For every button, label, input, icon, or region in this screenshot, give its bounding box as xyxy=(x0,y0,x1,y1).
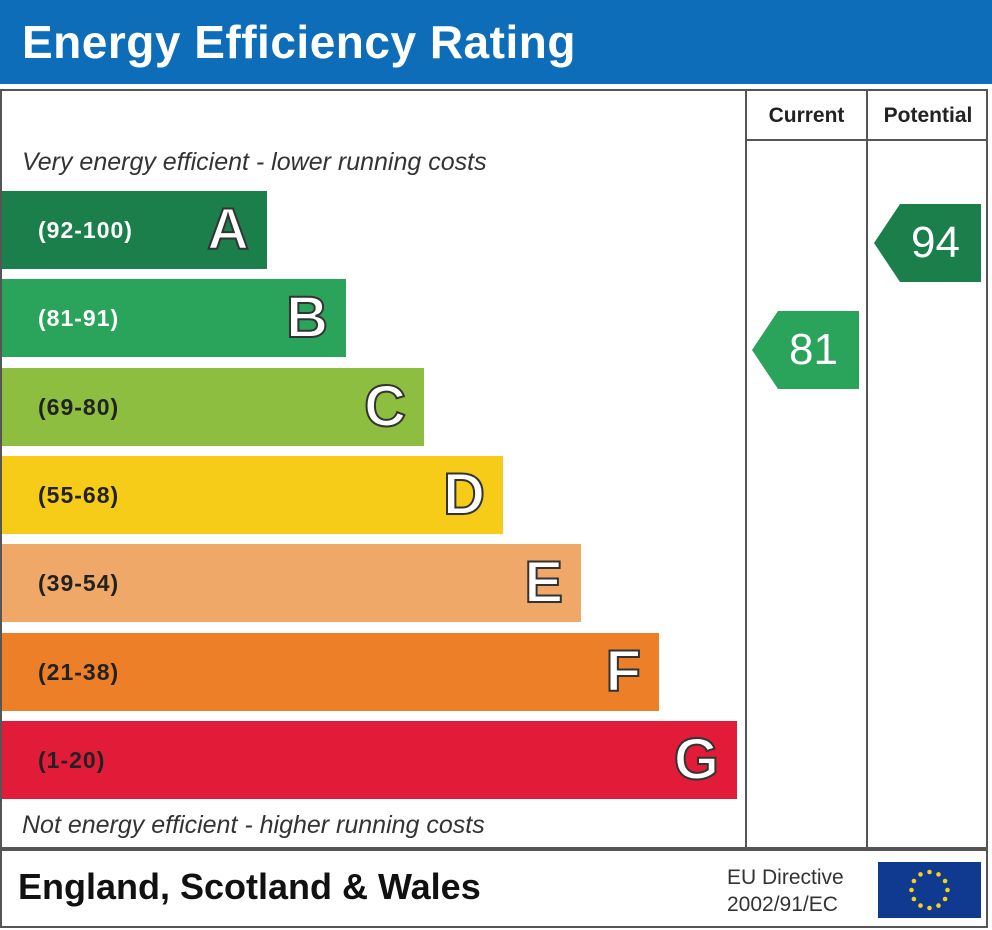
rating-frame xyxy=(0,89,988,849)
band-letter: B xyxy=(285,284,329,351)
current-rating-arrow: 81 xyxy=(752,311,859,389)
band-range-label: (81-91) xyxy=(38,305,120,332)
band-a: (92-100) A xyxy=(2,191,267,269)
footer-frame xyxy=(0,849,988,928)
band-letter: C xyxy=(363,373,407,440)
eu-flag-icon xyxy=(878,862,981,923)
potential-column-header: Potential xyxy=(883,104,973,127)
band-letter: A xyxy=(206,196,250,263)
current-column-divider xyxy=(745,89,747,849)
band-range-label: (55-68) xyxy=(38,481,120,508)
current-arrow-shape xyxy=(752,311,859,389)
current-column-header: Current xyxy=(768,104,845,127)
column-header-divider xyxy=(745,139,988,141)
potential-column-divider xyxy=(866,89,868,849)
band-range-label: (21-38) xyxy=(38,658,120,685)
chart-title: Energy Efficiency Rating xyxy=(22,16,576,68)
band-d: (55-68) D xyxy=(2,455,503,534)
band-range-label: (92-100) xyxy=(38,217,133,243)
band-b: (81-91) B xyxy=(2,279,346,358)
eu-star-icon xyxy=(909,887,914,893)
eu-star-icon xyxy=(918,903,923,908)
eu-star-icon xyxy=(918,872,923,877)
eu-star-icon xyxy=(936,872,941,877)
band-range-label: (39-54) xyxy=(38,570,120,597)
eu-star-icon xyxy=(945,887,950,893)
eu-star-icon xyxy=(911,878,917,884)
eu-star-icon xyxy=(942,896,948,902)
band-letter: F xyxy=(605,638,642,705)
eu-star-icon xyxy=(942,878,948,884)
region-label: England, Scotland & Wales xyxy=(18,866,481,907)
band-letter: E xyxy=(523,549,564,616)
band-g: (1-20) G xyxy=(2,720,737,799)
band-c: (69-80) C xyxy=(2,367,424,446)
band-e: (39-54) E xyxy=(2,544,581,623)
potential-rating-value: 94 xyxy=(911,218,960,267)
band-letter: D xyxy=(442,461,486,528)
header-bar: Energy Efficiency Rating xyxy=(0,0,992,84)
band-letter: G xyxy=(673,726,720,793)
band-range-label: (1-20) xyxy=(38,746,106,773)
eu-star-icon xyxy=(927,905,932,911)
bottom-note: Not energy efficient - higher running co… xyxy=(22,811,485,839)
band-f: (21-38) F xyxy=(2,632,659,711)
eu-star-icon xyxy=(927,869,932,875)
eu-star-icon xyxy=(911,896,917,902)
current-rating-value: 81 xyxy=(789,325,838,374)
eu-directive: EU Directive 2002/91/EC xyxy=(727,864,844,918)
potential-arrow-shape xyxy=(874,204,981,282)
potential-rating-arrow: 94 xyxy=(874,204,981,282)
directive-line-1: EU Directive xyxy=(727,866,844,889)
eu-flag-graphic xyxy=(878,862,981,918)
top-note: Very energy efficient - lower running co… xyxy=(22,148,487,176)
eu-star-icon xyxy=(936,903,941,908)
band-range-label: (69-80) xyxy=(38,393,120,420)
directive-line-2: 2002/91/EC xyxy=(727,893,838,916)
